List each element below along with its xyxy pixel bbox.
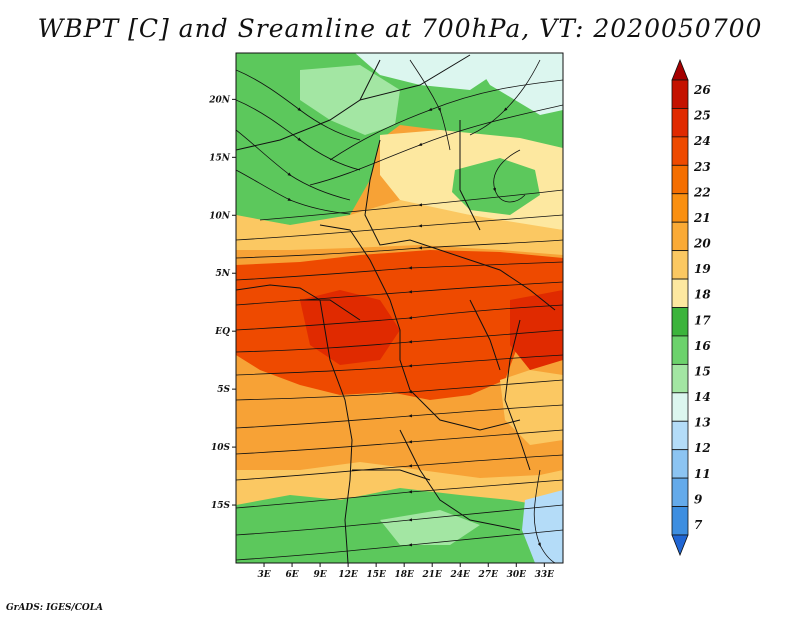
lon-tick-label: 30E [507,570,527,580]
lon-tick-label: 27E [478,570,499,580]
lon-tick-label: 6E [285,570,298,580]
lat-tick-label: EQ [214,327,230,337]
colorbar-swatch [671,506,689,536]
colorbar-label: 7 [694,518,703,532]
colorbar-label: 24 [693,134,711,148]
wbpt-field-green-chad [452,158,540,215]
colorbar: 26 25 24 23 22 21 20 19 18 17 16 15 14 13 12 11 9 7 [671,58,711,557]
lat-tick-label: 10N [209,211,231,221]
lon-tick-label: 18E [394,570,414,580]
colorbar-swatch [671,278,689,308]
colorbar-swatch [671,335,689,365]
colorbar-swatch [671,164,689,195]
colorbar-label: 25 [693,109,711,123]
wbpt-field-red-core [236,250,563,400]
colorbar-label: 21 [693,211,711,225]
colorbar-label: 26 [693,83,711,97]
country-borders [236,54,556,563]
map-panel [236,53,563,563]
lon-tick-label: 12E [338,570,358,580]
colorbar-swatch [671,363,689,394]
colorbar-swatch [671,250,689,280]
streamlines [236,59,563,563]
colorbar-swatch [671,79,689,109]
colorbar-label: 14 [694,390,711,404]
colorbar-label: 12 [694,441,711,455]
lon-tick-label: 21E [422,570,443,580]
lon-tick-label: 24E [450,570,471,580]
lon-axis: 3E 6E 9E 12E 15E 18E 21E 24E 27E 30E 33E [257,563,554,580]
colorbar-swatch [671,221,689,252]
colorbar-swatch [671,193,689,223]
wbpt-field-deep-red-east [510,290,563,370]
page-title: WBPT [C] and Sreamline at 700hPa, VT: 20… [37,14,763,43]
colorbar-label: 11 [694,467,711,481]
colorbar-swatch [671,108,689,138]
lat-tick-label: 5N [216,269,231,279]
colorbar-label: 16 [694,339,711,353]
credit-text: GrADS: IGES/COLA [6,603,104,613]
colorbar-label: 19 [694,262,711,276]
colorbar-swatch [671,534,689,557]
lat-tick-label: 15N [209,153,231,163]
lat-tick-label: 10S [211,443,231,453]
wbpt-field-yellow-east [500,370,563,445]
colorbar-swatch [671,477,689,507]
colorbar-label: 18 [694,288,711,302]
lon-tick-label: 9E [314,570,327,580]
map-frame [235,52,564,564]
lat-tick-label: 5S [217,385,230,395]
colorbar-label: 20 [693,237,711,251]
colorbar-label: 15 [694,364,711,378]
colorbar-swatch [671,307,689,337]
lon-tick-label: 3E [257,570,270,580]
colorbar-swatch [671,449,689,479]
wbpt-field-lightcyan-ne [470,53,563,115]
colorbar-swatch [671,58,689,81]
wbpt-field-pale-green [300,65,400,135]
lon-tick-label: 33E [535,570,555,580]
wbpt-field-deep-red [300,290,400,365]
lat-tick-label: 15S [211,501,231,511]
colorbar-swatch [671,136,689,166]
lat-tick-label: 20N [208,95,231,105]
wbpt-field-pale-green-south [380,510,480,545]
colorbar-label: 13 [694,416,711,430]
colorbar-label: 22 [693,185,711,199]
lon-tick-label: 15E [366,570,386,580]
lat-axis: 20N 15N 10N 5N EQ 5S 10S 15S [208,95,236,511]
colorbar-label: 9 [694,492,703,506]
colorbar-label: 17 [694,313,711,327]
wbpt-field-lightcyan-north [355,53,500,90]
colorbar-label: 23 [693,160,711,174]
colorbar-swatch [671,392,689,422]
colorbar-swatch [671,420,689,451]
